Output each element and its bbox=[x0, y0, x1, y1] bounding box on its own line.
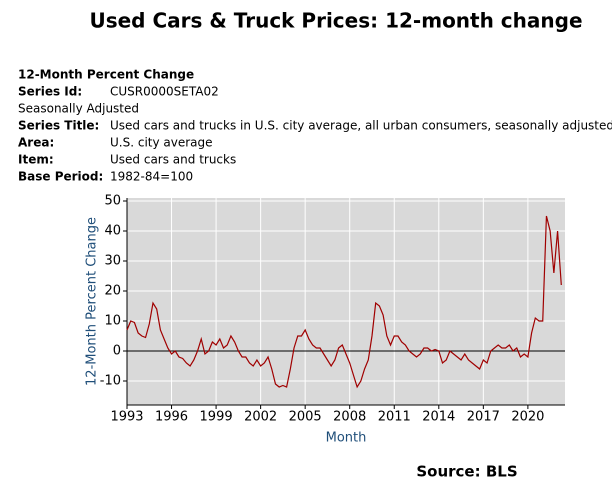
x-tick-label: 2005 bbox=[289, 410, 322, 425]
source: Source: BLS bbox=[416, 463, 517, 481]
x-axis-label: Month bbox=[326, 431, 367, 446]
meta-value: Used cars and trucks bbox=[110, 153, 236, 167]
y-tick-label: 50 bbox=[104, 194, 121, 209]
meta-value: Used cars and trucks in U.S. city averag… bbox=[110, 119, 612, 133]
y-tick-label: 10 bbox=[104, 314, 121, 329]
x-tick-label: 2014 bbox=[422, 410, 455, 425]
meta-label: Series Id: bbox=[18, 85, 82, 99]
y-tick-label: 20 bbox=[104, 284, 121, 299]
meta-value: U.S. city average bbox=[110, 136, 213, 150]
meta-value: CUSR0000SETA02 bbox=[110, 85, 219, 99]
y-tick-label: -10 bbox=[100, 374, 121, 389]
y-tick-label: 0 bbox=[113, 344, 121, 359]
meta-label: Area: bbox=[18, 136, 54, 150]
meta-label: Item: bbox=[18, 153, 54, 167]
y-tick-label: 30 bbox=[104, 254, 121, 269]
data-line bbox=[126, 215, 562, 389]
meta-label: Series Title: bbox=[18, 119, 99, 133]
meta-label: Base Period: bbox=[18, 170, 103, 184]
x-tick-label: 2017 bbox=[467, 410, 500, 425]
plot-area bbox=[127, 198, 565, 405]
x-tick-label: 1993 bbox=[110, 410, 143, 425]
y-axis-label: 12-Month Percent Change bbox=[85, 217, 100, 386]
x-tick-label: 1996 bbox=[155, 410, 188, 425]
meta-heading: 12-Month Percent Change bbox=[18, 68, 194, 82]
x-tick-label: 2002 bbox=[244, 410, 277, 425]
page-title: Used Cars & Truck Prices: 12-month chang… bbox=[89, 9, 582, 33]
x-tick-label: 1999 bbox=[200, 410, 233, 425]
meta-note: Seasonally Adjusted bbox=[18, 102, 139, 116]
x-tick-label: 2008 bbox=[333, 410, 366, 425]
x-tick-label: 2011 bbox=[378, 410, 411, 425]
y-tick-label: 40 bbox=[104, 224, 121, 239]
x-tick-label: 2020 bbox=[511, 410, 544, 425]
meta-value: 1982-84=100 bbox=[110, 170, 193, 184]
